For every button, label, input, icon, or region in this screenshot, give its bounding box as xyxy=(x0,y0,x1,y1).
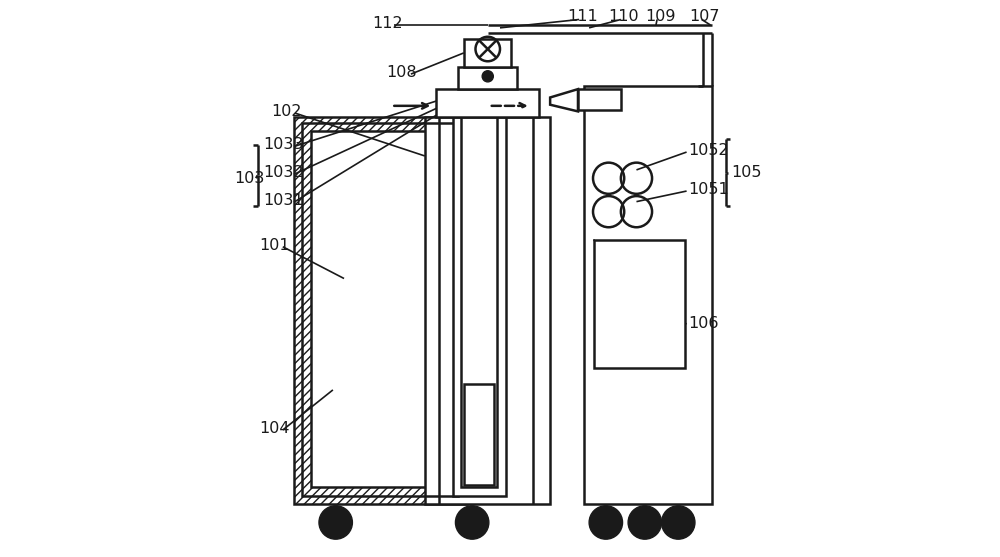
Text: 109: 109 xyxy=(645,9,675,24)
Text: 1051: 1051 xyxy=(688,182,729,197)
Text: 102: 102 xyxy=(272,104,302,119)
Text: 107: 107 xyxy=(689,9,720,24)
Bar xyxy=(584,86,712,504)
Bar xyxy=(461,117,497,487)
Text: 112: 112 xyxy=(372,16,403,31)
Bar xyxy=(458,67,517,89)
Circle shape xyxy=(662,506,695,539)
Bar xyxy=(302,123,458,496)
Text: 1031: 1031 xyxy=(263,193,304,208)
Bar xyxy=(594,240,685,368)
Circle shape xyxy=(319,506,352,539)
Circle shape xyxy=(482,71,493,82)
Text: 106: 106 xyxy=(688,316,719,330)
Bar xyxy=(436,89,539,117)
Bar xyxy=(311,131,453,487)
Bar xyxy=(294,117,467,504)
Text: 104: 104 xyxy=(259,422,289,436)
Circle shape xyxy=(628,506,662,539)
Polygon shape xyxy=(550,89,578,111)
Text: 1032: 1032 xyxy=(263,165,304,180)
Text: 1052: 1052 xyxy=(688,143,729,158)
Circle shape xyxy=(589,506,623,539)
Bar xyxy=(464,39,511,67)
Text: 108: 108 xyxy=(386,65,416,80)
Text: 101: 101 xyxy=(259,238,289,252)
Bar xyxy=(464,384,494,485)
Text: 105: 105 xyxy=(731,165,762,180)
Bar xyxy=(578,89,621,110)
Circle shape xyxy=(455,506,489,539)
Bar xyxy=(425,117,550,504)
Bar xyxy=(453,117,506,496)
Text: 103: 103 xyxy=(234,171,264,185)
Text: 110: 110 xyxy=(609,9,639,24)
Text: 111: 111 xyxy=(567,9,598,24)
Text: 1033: 1033 xyxy=(263,138,304,152)
